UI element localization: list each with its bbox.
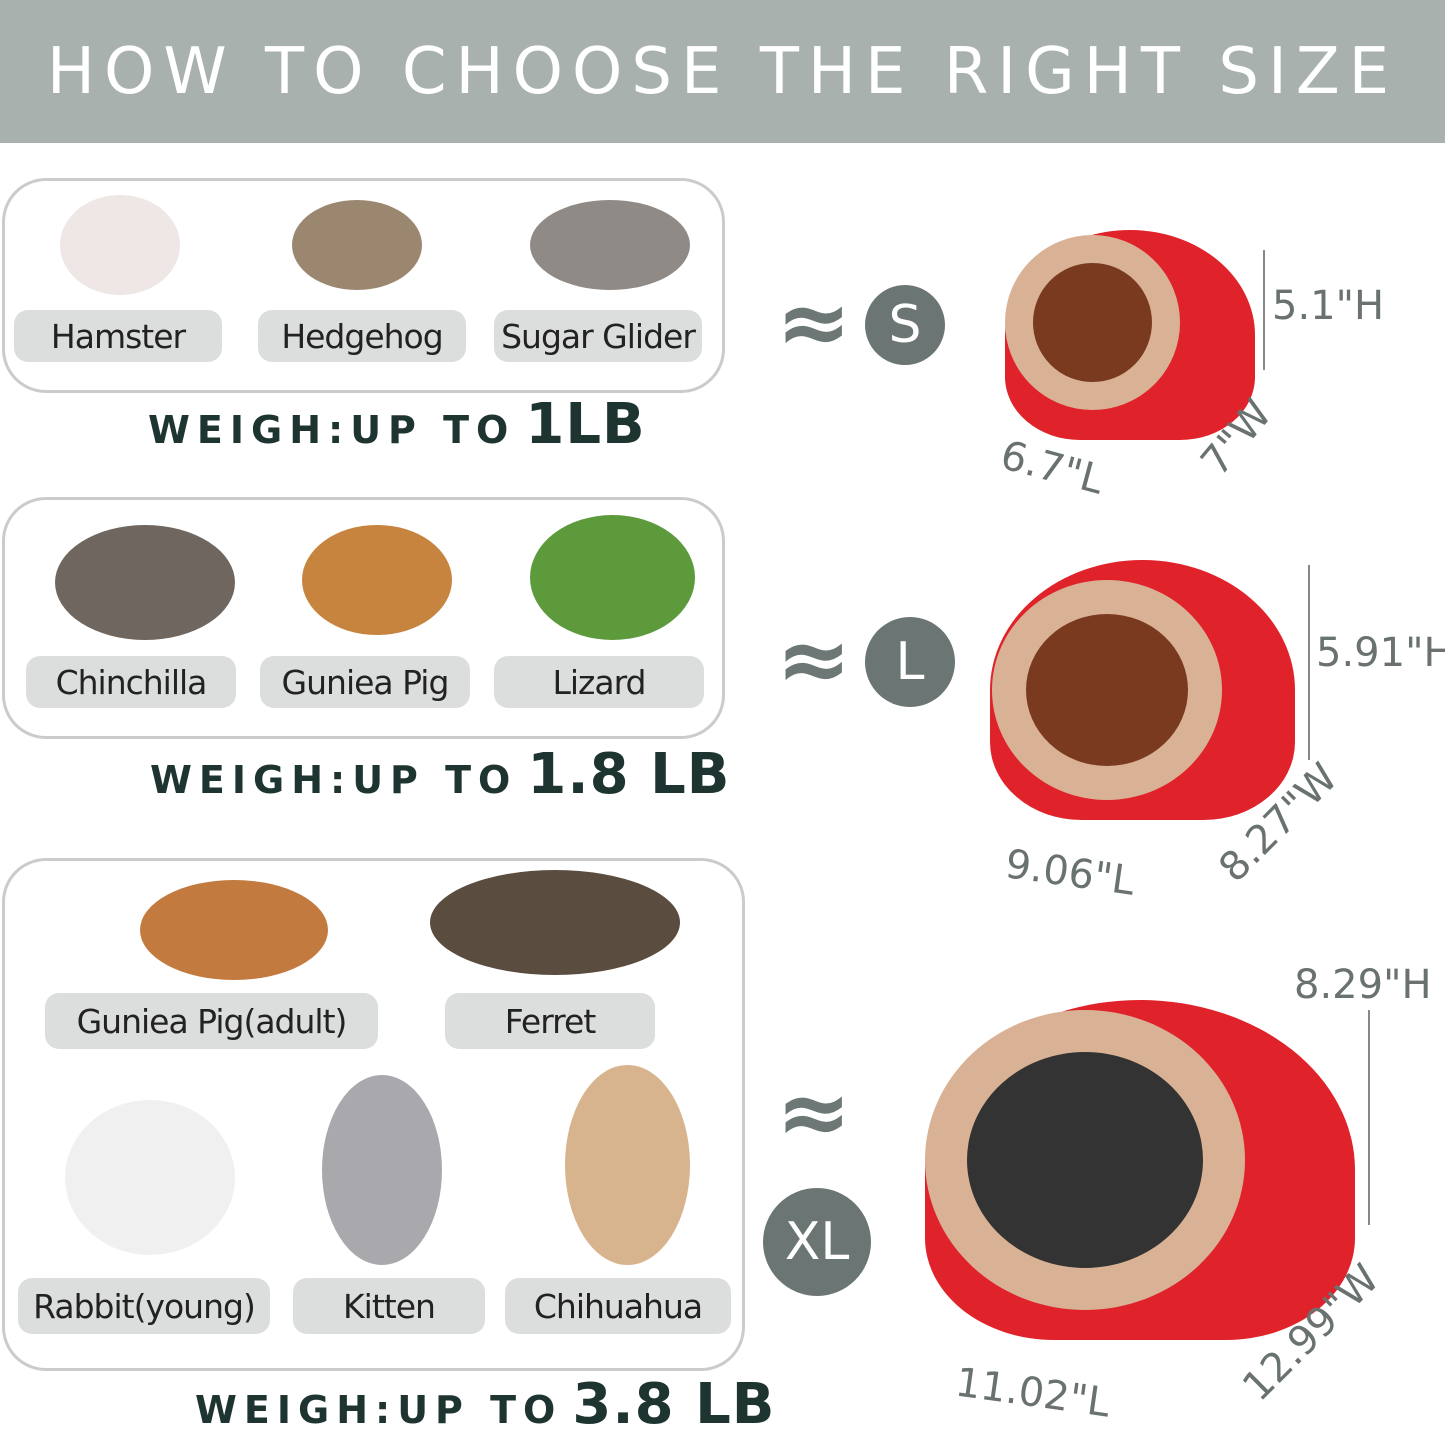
animal-label: Hamster (14, 310, 222, 362)
weight-limit-s: WEIGH:UP TO 1LB (148, 392, 646, 457)
approx-symbol: ≈ (776, 607, 852, 712)
ferret-image (430, 870, 680, 975)
animal-label: Hedgehog (258, 310, 466, 362)
length-label: 11.02"L (952, 1359, 1113, 1427)
length-label: 9.06"L (1002, 841, 1138, 905)
size-badge-xl: XL (763, 1188, 871, 1296)
rabbit-image (65, 1100, 235, 1255)
animal-label: Chihuahua (505, 1278, 731, 1334)
length-label: 6.7"L (995, 432, 1109, 504)
approx-symbol: ≈ (776, 270, 852, 375)
animal-label: Rabbit(young) (18, 1278, 270, 1334)
height-label: 5.1"H (1272, 283, 1385, 329)
guinea-pig-image (302, 525, 452, 635)
header-banner: HOW TO CHOOSE THE RIGHT SIZE (0, 0, 1445, 143)
animal-label: Guniea Pig (260, 656, 470, 708)
animal-label: Chinchilla (26, 656, 236, 708)
adult-guinea-pig-image (140, 880, 328, 980)
animal-label: Ferret (445, 993, 655, 1049)
page-title: HOW TO CHOOSE THE RIGHT SIZE (46, 34, 1399, 109)
size-badge-s: S (865, 285, 945, 365)
chihuahua-image (565, 1065, 690, 1265)
animal-label: Lizard (494, 656, 704, 708)
height-label: 5.91"H (1316, 630, 1445, 676)
animal-label: Kitten (293, 1278, 485, 1334)
kitten-image (322, 1075, 442, 1265)
approx-symbol: ≈ (776, 1060, 852, 1165)
chinchilla-image (55, 525, 235, 640)
hamster-image (60, 195, 180, 295)
height-label: 8.29"H (1294, 962, 1432, 1008)
weight-limit-l: WEIGH:UP TO 1.8 LB (150, 742, 731, 807)
size-badge-l: L (865, 617, 955, 707)
animal-label: Guniea Pig(adult) (45, 993, 378, 1049)
lizard-image (530, 515, 695, 640)
animal-label: Sugar Glider (494, 310, 702, 362)
hedgehog-image (292, 200, 422, 290)
sugar-glider-image (530, 200, 690, 290)
weight-limit-xl: WEIGH:UP TO 3.8 LB (195, 1372, 776, 1437)
